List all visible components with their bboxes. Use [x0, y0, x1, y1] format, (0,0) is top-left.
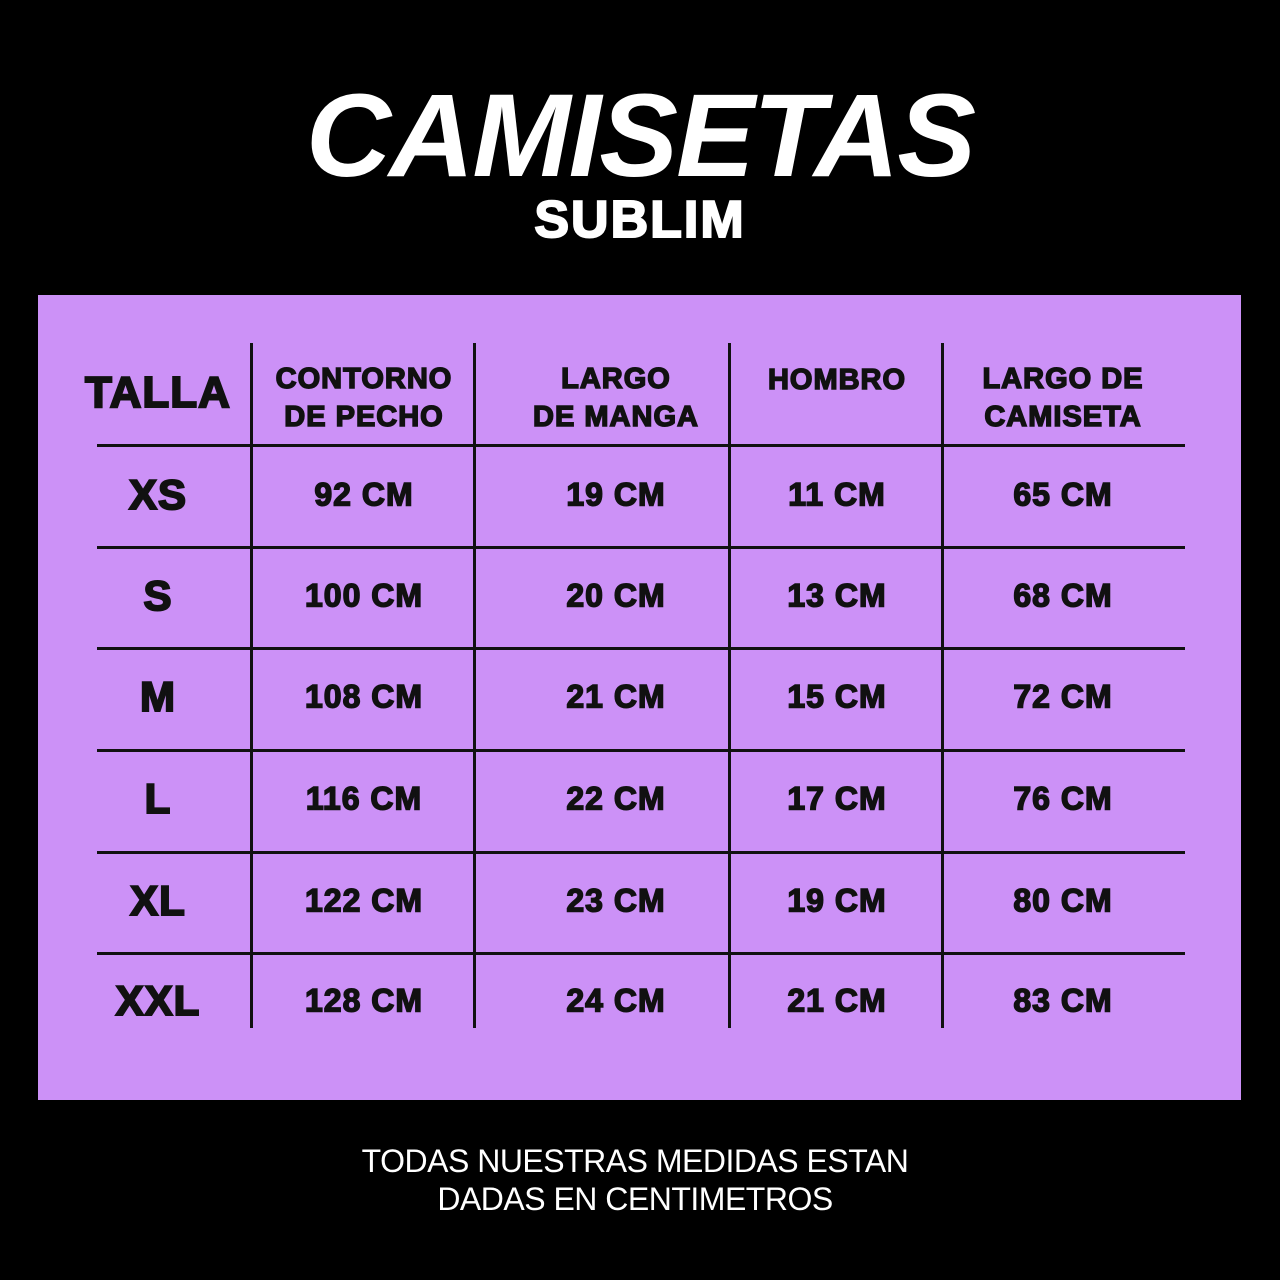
measurement-cell: 122 CM — [304, 882, 424, 920]
measurement-cell: 13 CM — [787, 577, 887, 615]
measurement-cell: 21 CM — [566, 678, 666, 716]
measurement-cell: 100 CM — [304, 577, 424, 615]
column-header-line: HOMBRO — [767, 363, 907, 397]
size-label: M — [139, 672, 176, 721]
measurement-cell: 21 CM — [787, 982, 887, 1020]
column-divider — [473, 343, 476, 1028]
column-divider — [250, 343, 253, 1028]
row-divider — [97, 647, 1185, 650]
measurement-cell: 65 CM — [1013, 476, 1113, 514]
column-header: HOMBRO — [767, 361, 907, 399]
column-divider — [941, 343, 944, 1028]
measurement-cell: 92 CM — [314, 476, 414, 514]
measurement-cell: 17 CM — [787, 780, 887, 818]
column-header: TALLA — [84, 368, 231, 417]
footer-note-line2: DADAS EN CENTIMETROS — [437, 1181, 833, 1217]
footer-note-line1: TODAS NUESTRAS MEDIDAS ESTAN — [361, 1143, 909, 1179]
measurement-cell: 83 CM — [1013, 982, 1113, 1020]
measurement-cell: 22 CM — [566, 780, 666, 818]
measurement-cell: 68 CM — [1013, 577, 1113, 615]
page-title: CAMISETAS — [305, 70, 976, 202]
column-header-line: TALLA — [84, 368, 231, 417]
row-divider — [97, 546, 1185, 549]
page-subtitle: SUBLIM — [533, 190, 746, 250]
size-label: XL — [129, 876, 186, 925]
measurement-cell: 23 CM — [566, 882, 666, 920]
row-divider — [97, 851, 1185, 854]
column-header-line: DE PECHO — [284, 400, 444, 434]
column-header-line: LARGO DE — [982, 362, 1144, 396]
measurement-cell: 20 CM — [566, 577, 666, 615]
column-header: LARGO DE CAMISETA — [982, 360, 1144, 436]
size-label: XS — [128, 470, 188, 519]
measurement-cell: 11 CM — [788, 476, 886, 514]
row-divider — [97, 749, 1185, 752]
column-header-line: CAMISETA — [984, 400, 1142, 434]
size-chart-panel — [38, 295, 1241, 1100]
size-label: L — [144, 774, 172, 823]
size-label: XXL — [115, 976, 201, 1025]
measurement-cell: 116 CM — [305, 780, 423, 818]
measurement-cell: 80 CM — [1013, 882, 1113, 920]
measurement-cell: 19 CM — [566, 476, 666, 514]
measurement-cell: 76 CM — [1013, 780, 1113, 818]
measurement-cell: 19 CM — [787, 882, 887, 920]
column-header: LARGO DE MANGA — [532, 360, 699, 436]
measurement-cell: 24 CM — [566, 982, 666, 1020]
measurement-cell: 128 CM — [304, 982, 424, 1020]
measurement-cell: 15 CM — [787, 678, 887, 716]
measurement-cell: 72 CM — [1013, 678, 1113, 716]
row-divider — [97, 444, 1185, 447]
row-divider — [97, 952, 1185, 955]
size-label: S — [142, 571, 173, 620]
column-header: CONTORNO DE PECHO — [275, 360, 453, 436]
column-header-line: LARGO — [560, 362, 671, 396]
column-header-line: CONTORNO — [275, 362, 453, 396]
column-divider — [728, 343, 731, 1028]
column-header-line: DE MANGA — [532, 400, 699, 434]
measurement-cell: 108 CM — [304, 678, 424, 716]
